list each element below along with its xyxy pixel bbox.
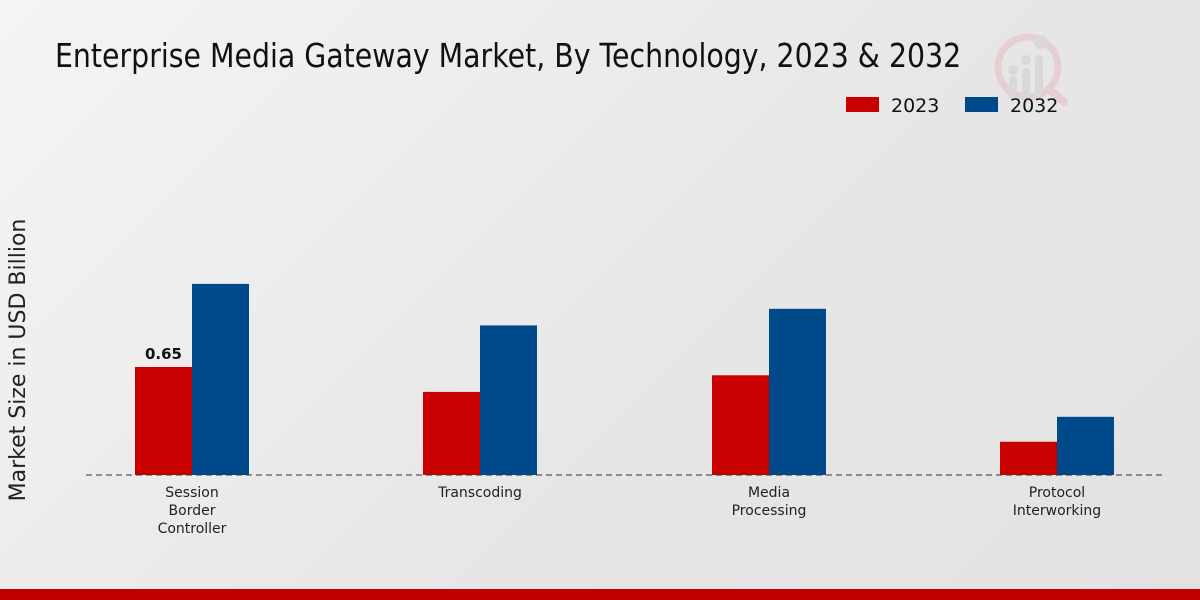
y-axis-label: Market Size in USD Billion	[6, 219, 31, 502]
bar-2023-0	[135, 366, 192, 475]
bar-2032-0	[192, 283, 249, 475]
bar-2023-1	[423, 391, 480, 475]
legend-swatch-2032	[965, 97, 998, 112]
legend-swatch-2023	[846, 97, 879, 112]
legend: 2023 2032	[846, 95, 1058, 117]
x-tick-label: Session Border Controller	[158, 485, 227, 537]
legend-label-2023: 2023	[891, 95, 939, 117]
watermark-logo	[994, 33, 1068, 106]
x-tick-label: Transcoding	[437, 485, 522, 501]
legend-label-2032: 2032	[1010, 95, 1058, 117]
bar-2023-2	[712, 375, 769, 475]
bar-2023-3	[1000, 441, 1057, 475]
x-tick-label: Protocol Interworking	[1013, 485, 1101, 519]
bar-2032-2	[769, 308, 826, 475]
footer-accent-bar	[0, 589, 1200, 600]
bar-2032-1	[480, 325, 537, 475]
chart-title: Enterprise Media Gateway Market, By Tech…	[55, 36, 962, 75]
data-label: 0.65	[145, 345, 182, 363]
bar-2032-3	[1057, 416, 1114, 475]
x-tick-label: Media Processing	[732, 485, 807, 519]
